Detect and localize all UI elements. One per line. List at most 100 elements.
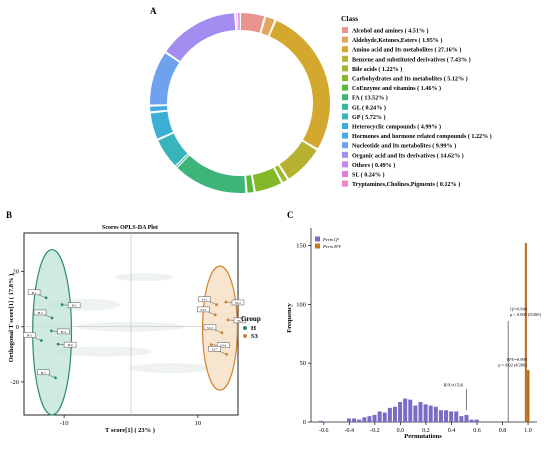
q2-bar <box>438 410 443 422</box>
point-label: S3-3 <box>200 308 206 312</box>
y-tick-label: 0 <box>303 419 306 426</box>
q2-label: Q²=0.844 <box>510 306 528 311</box>
legend-label: Amino acid and Its metabolites ( 27.16% … <box>352 47 461 54</box>
y-tick-label: 100 <box>296 301 306 308</box>
q2-bar <box>318 420 323 422</box>
donut-legend: Alcohol and amines ( 4.51% ) Aldehyde,Ket… <box>342 27 492 188</box>
point-label: H-6 <box>68 343 73 347</box>
x-tick-label: 0.0 <box>397 428 405 434</box>
legend-label: Heterocyclic compounds ( 4.99% ) <box>352 124 441 131</box>
donut-slice <box>177 155 246 193</box>
q2-bar <box>408 399 413 422</box>
point-label: H-4 <box>61 330 66 334</box>
q2-bar <box>413 405 418 422</box>
donut-chart <box>150 13 331 193</box>
opls-xlabel: T score[1] ( 23% ) <box>105 427 155 434</box>
donut-slice <box>150 53 180 105</box>
x-tick-label: 0.4 <box>448 428 456 434</box>
x-tick-label: 0.2 <box>422 428 430 434</box>
point-label: S3-6 <box>220 344 226 348</box>
point-label: H-2 <box>72 304 77 308</box>
point-label: H-5 <box>27 334 32 338</box>
q2-bar <box>387 407 392 422</box>
point-label: S3-1 <box>202 298 208 302</box>
legend-swatch <box>342 180 348 187</box>
q2-bar <box>377 411 382 422</box>
permutation-histogram: 0 50 100 150 -0.6 -0.4 -0.2 0.0 0.2 0.4 0.6 0.8 1.0 P… <box>296 228 541 434</box>
q2-bar <box>418 402 423 422</box>
q2-bar <box>454 411 459 422</box>
x-tick-label: 0.8 <box>499 428 507 434</box>
q2-bar <box>403 398 408 422</box>
q2-p-label: p < 0.005 (0/200) <box>510 312 541 317</box>
q2-bar <box>474 419 479 422</box>
x-tick-label: -10 <box>60 420 69 427</box>
y-tick-label: 150 <box>296 243 306 250</box>
y-tick-label: 20 <box>13 269 20 276</box>
donut-slice <box>279 141 317 179</box>
donut-slice <box>269 20 331 149</box>
y-tick-label: 50 <box>300 360 307 367</box>
score-point <box>54 376 57 380</box>
q2-bar <box>469 419 474 422</box>
legend-title: Class <box>341 14 358 23</box>
legend-label: FA ( 13.52% ) <box>352 95 388 102</box>
score-point <box>224 300 228 304</box>
donut-slice <box>261 16 275 36</box>
point-label-box <box>197 306 210 313</box>
opls-title: Scores OPLS-DA Plot <box>102 225 158 231</box>
point-label-box <box>231 299 245 306</box>
point-label: S3-2 <box>235 301 241 305</box>
point-label: S3-7 <box>212 347 218 351</box>
legend-swatch <box>342 103 348 110</box>
point-label-box <box>57 328 70 335</box>
point-label-box <box>27 289 41 296</box>
score-point <box>44 296 48 300</box>
q2-bar <box>382 412 387 422</box>
legend-label: Nucleotide and Its metabolites ( 9.99% ) <box>352 143 456 150</box>
point-label-box <box>217 342 230 348</box>
donut-slice <box>246 175 254 193</box>
point-label: S3-4 <box>237 319 243 323</box>
donut-slice <box>238 13 240 31</box>
group-legend-label: H <box>251 325 256 332</box>
q2-bar <box>464 414 469 422</box>
group-legend-title: Group <box>241 315 261 323</box>
legend-swatch <box>342 142 348 149</box>
q2-bar <box>392 406 397 422</box>
r2y-bar <box>524 243 527 423</box>
legend-label: Tryptamines,Cholines,Pigments ( 0.12% ) <box>352 181 460 188</box>
q2-bar <box>347 418 352 422</box>
legend-swatch <box>342 161 348 168</box>
donut-slice <box>166 13 236 62</box>
q2-bar <box>352 418 357 422</box>
legend-swatch <box>342 151 348 158</box>
r2x-label: R²X=0.516 <box>443 383 464 388</box>
panel-label-b: B <box>6 210 12 220</box>
score-point <box>215 303 219 307</box>
background-streak <box>56 346 153 357</box>
q2-bar <box>367 416 372 422</box>
score-point <box>213 313 217 317</box>
legend-label: Others ( 0.49% ) <box>352 162 395 169</box>
point-label-box <box>23 332 36 338</box>
x-tick-label: -0.6 <box>319 428 329 434</box>
legend-swatch <box>342 27 348 33</box>
legend-label: Benzene and substituted derivatives ( 7.… <box>352 56 471 63</box>
point-label-box <box>198 296 211 302</box>
q2-bar <box>459 416 464 422</box>
point-label: H-7 <box>41 371 46 375</box>
q2-bar <box>423 404 428 422</box>
score-point <box>60 303 64 307</box>
legend-label: SL ( 0.24% ) <box>352 172 385 179</box>
x-tick-label: -0.4 <box>345 428 355 434</box>
legend-label: Aldehyde,Ketones,Esters ( 1.95% ) <box>352 37 442 44</box>
q2-bar <box>428 405 433 422</box>
legend-label: Alcohol and amines ( 4.51% ) <box>352 28 429 35</box>
legend-swatch <box>342 46 348 53</box>
group-legend: HS3 <box>243 325 259 340</box>
y-tick-label: -20 <box>10 379 19 386</box>
score-point <box>50 329 53 333</box>
opls-plot: H-1 H-2 H-3 H-4 H-5 H-6 H-7 S3-1 S3-2 S3-3 S3-4 S3-… <box>10 232 247 427</box>
donut-slice <box>252 167 282 192</box>
